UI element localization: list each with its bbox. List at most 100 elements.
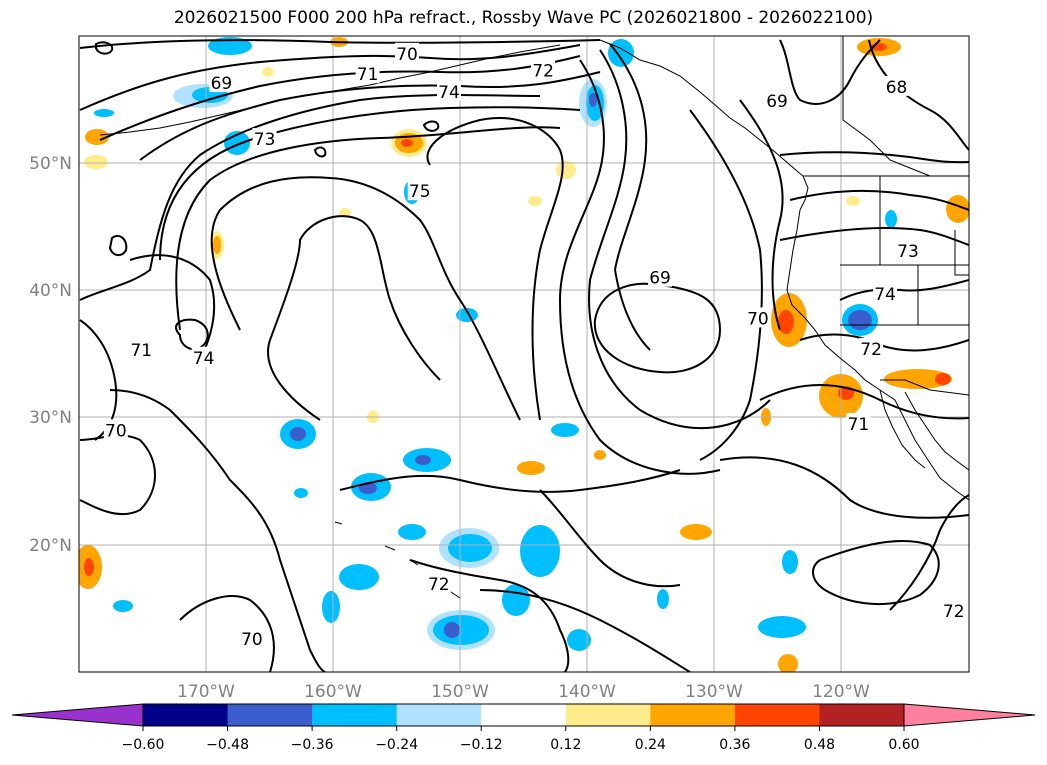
- contour-label-bg: [355, 63, 380, 84]
- contour-line: [839, 279, 969, 301]
- shade-patch: [456, 308, 478, 322]
- contour-label-bg: [859, 337, 884, 358]
- lon-label-160w: 160°W: [304, 682, 362, 702]
- lon-label-130w: 130°W: [685, 682, 743, 702]
- lat-label-20n: 20°N: [29, 536, 72, 556]
- contour-label-bg: [407, 180, 432, 201]
- shade-patch: [262, 67, 274, 77]
- contour-line: [79, 94, 541, 301]
- contour-label: 72: [532, 61, 554, 81]
- colorbar-tick-label: 0.60: [888, 737, 919, 753]
- contour-label-bg: [395, 42, 420, 63]
- contour-line: [108, 234, 128, 256]
- contour-line: [175, 318, 209, 351]
- contour-label: 71: [357, 65, 379, 85]
- contour-line: [129, 254, 216, 361]
- shade-patch: [517, 461, 545, 475]
- colorbar-tick-label: −0.60: [122, 737, 165, 753]
- colorbar: −0.60 −0.48 −0.36 −0.24 −0.12 0.12 0.24 0.36 0.4…: [11, 703, 1036, 753]
- shade-patch: [551, 423, 579, 437]
- lat-label-40n: 40°N: [29, 281, 72, 301]
- shade-patch: [846, 196, 860, 206]
- shade-patch: [85, 129, 109, 145]
- border-state-4: [954, 230, 969, 276]
- contour-label: 73: [897, 242, 919, 262]
- shade-patch: [401, 139, 413, 147]
- colorbar-tick-label: 0.36: [719, 737, 750, 753]
- contour-label-bg: [191, 346, 216, 367]
- contour-label-bg: [426, 573, 451, 594]
- shade-patch: [680, 524, 712, 540]
- colorbar-frame: [142, 703, 905, 727]
- contour-label: 74: [438, 83, 460, 103]
- lon-label-140w: 140°W: [558, 682, 616, 702]
- contour-label: 70: [105, 421, 127, 441]
- lon-label-120w: 120°W: [812, 682, 870, 702]
- shade-patch: [84, 558, 94, 576]
- contour-line: [409, 559, 570, 672]
- contour-line: [267, 215, 441, 421]
- contour-line: [313, 146, 327, 158]
- map-panel: 69 70 71 72 74 73 75 69 70 68 69 73 74 72 71 71 74 70 72 70…: [78, 35, 970, 673]
- contour-line: [739, 99, 784, 331]
- contour-label-bg: [745, 307, 770, 328]
- contour-line: [759, 384, 969, 420]
- colorbar-segment: [819, 704, 905, 726]
- colorbar-segment: [143, 704, 229, 726]
- contour-label: 70: [747, 309, 769, 329]
- contour-label: 75: [409, 182, 431, 202]
- gridlines: [79, 36, 969, 672]
- contour-line: [139, 71, 601, 161]
- contour-line: [426, 117, 564, 421]
- contour-label-bg: [239, 627, 264, 648]
- shade-patch: [448, 534, 492, 562]
- colorbar-segment: [565, 704, 651, 726]
- contour-label-bg: [941, 599, 966, 620]
- contour-line: [79, 44, 581, 111]
- contour-label: 70: [241, 630, 263, 650]
- contour-labels: 69 70 71 72 74 73 75 69 70 68 69 73 74 72 71 71 74 70 72 70…: [103, 42, 966, 650]
- contour-label: 68: [886, 78, 908, 98]
- lon-label-170w: 170°W: [177, 682, 235, 702]
- border-us-mexico: [880, 379, 969, 396]
- contour-line: [95, 41, 114, 55]
- contour-line: [868, 39, 969, 151]
- shade-patch: [935, 373, 951, 385]
- coastline-gulf-california: [904, 391, 969, 471]
- shade-patch: [657, 589, 669, 609]
- contour-label: 69: [211, 74, 233, 94]
- shade-patch: [290, 427, 306, 441]
- shade-patch: [567, 629, 591, 651]
- contour-label-bg: [209, 72, 234, 93]
- colorbar-segment: [312, 704, 398, 726]
- colorbar-segment: [734, 704, 820, 726]
- contour-line: [422, 120, 440, 132]
- contour-label: 70: [396, 45, 418, 65]
- contour-label: 73: [254, 130, 276, 150]
- positive-anomaly-shading: [79, 37, 969, 672]
- coastline-baja: [879, 389, 926, 469]
- contour-line: [812, 539, 940, 605]
- contour-line: [159, 106, 581, 261]
- lat-label-50n: 50°N: [29, 154, 72, 174]
- refractivity-contours: [79, 39, 969, 672]
- contour-line: [588, 49, 771, 430]
- contour-line: [593, 282, 722, 374]
- shade-patch: [113, 600, 133, 612]
- contour-line: [479, 589, 691, 672]
- contour-label-bg: [531, 59, 556, 80]
- contour-line: [558, 59, 721, 475]
- contour-label: 72: [860, 340, 882, 360]
- colorbar-segment: [481, 704, 567, 726]
- coastline-alaska: [599, 39, 809, 211]
- contour-line: [779, 227, 969, 246]
- shade-patch: [84, 155, 108, 169]
- shade-patch: [322, 591, 340, 623]
- contour-label-bg: [252, 128, 277, 149]
- contour-label-bg: [895, 239, 920, 260]
- contour-label: 72: [428, 575, 450, 595]
- longitude-labels: 170°W 160°W 150°W 140°W 130°W 120°W: [177, 682, 870, 702]
- lat-label-30n: 30°N: [29, 408, 72, 428]
- contour-line: [79, 39, 601, 49]
